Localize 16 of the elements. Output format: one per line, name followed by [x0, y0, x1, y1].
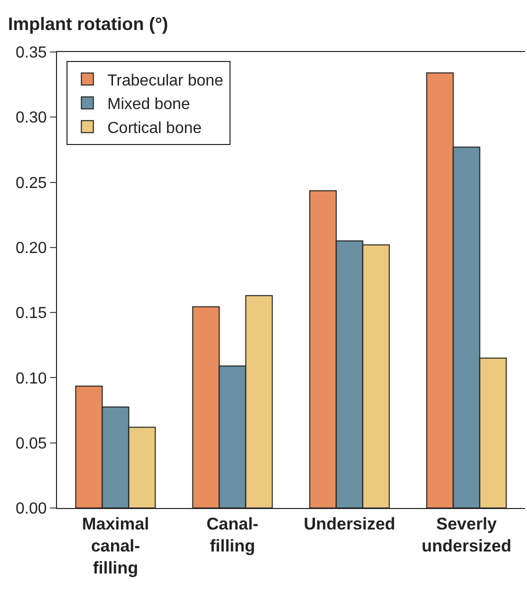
- y-tick-label: 0.20: [16, 240, 47, 258]
- y-tick-label: 0.15: [16, 305, 47, 322]
- legend-label: Mixed bone: [107, 96, 190, 114]
- x-tick-label: Canal- filling: [206, 514, 258, 556]
- y-tick-label: 0.00: [16, 500, 47, 518]
- y-tick-label: 0.25: [16, 174, 47, 192]
- y-tick-label: 0.30: [16, 110, 47, 127]
- legend-label: Cortical bone: [107, 120, 202, 137]
- legend-label: Trabecular bone: [107, 72, 224, 90]
- x-tick-label: Severly undersized: [422, 514, 512, 556]
- y-tick-label: 0.05: [16, 435, 47, 452]
- y-tick-label: 0.35: [16, 44, 47, 62]
- y-axis-title: Implant rotation (°): [8, 14, 168, 34]
- x-tick-label: Undersized: [304, 514, 396, 534]
- y-tick-label: 0.10: [16, 370, 47, 388]
- x-tick-label: Maximal canal- filling: [82, 514, 150, 578]
